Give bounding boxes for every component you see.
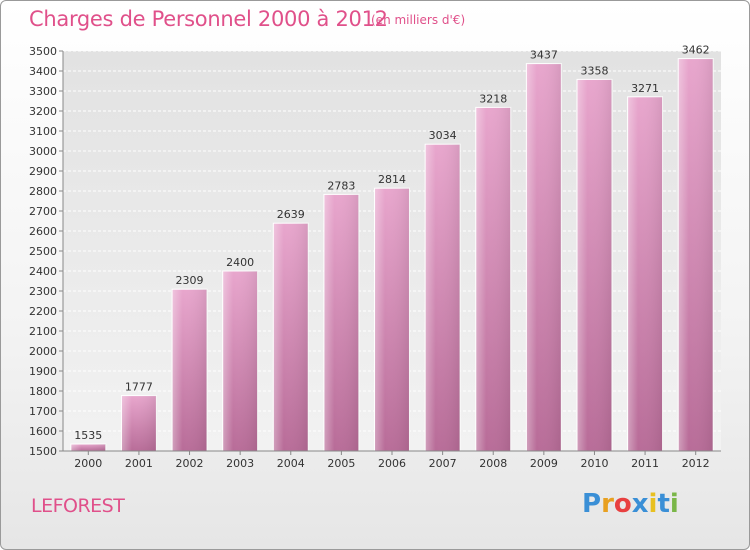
y-tick-label: 3100 <box>29 125 57 138</box>
y-tick-label: 2300 <box>29 285 57 298</box>
commune-name: LEFOREST <box>31 495 125 517</box>
bar-value-label: 2400 <box>226 256 254 269</box>
x-tick-label: 2002 <box>176 457 204 470</box>
bar-shading <box>475 107 511 452</box>
bar-value-label: 1535 <box>74 429 102 442</box>
y-tick-label: 1900 <box>29 365 57 378</box>
bar-shading <box>172 289 208 451</box>
y-tick-label: 3300 <box>29 85 57 98</box>
logo-letter: P <box>582 489 602 519</box>
y-tick-label: 2900 <box>29 165 57 178</box>
bar-value-label: 2783 <box>327 179 355 192</box>
bar-value-label: 2639 <box>277 208 305 221</box>
y-tick-label: 1700 <box>29 405 57 418</box>
bar-shading <box>425 144 461 451</box>
bar-value-label: 3437 <box>530 49 558 62</box>
bar-shading <box>526 63 562 451</box>
x-tick-label: 2008 <box>479 457 507 470</box>
y-tick-label: 2100 <box>29 325 57 338</box>
x-tick-label: 2011 <box>631 457 659 470</box>
y-tick-label: 2500 <box>29 245 57 258</box>
x-tick-label: 2001 <box>125 457 153 470</box>
y-tick-label: 3400 <box>29 65 57 78</box>
bar-value-label: 3271 <box>631 82 659 95</box>
logo-letter: i <box>669 489 679 519</box>
x-tick-label: 2004 <box>277 457 305 470</box>
bar-value-label: 3034 <box>429 129 457 142</box>
x-tick-label: 2006 <box>378 457 406 470</box>
y-tick-label: 2700 <box>29 205 57 218</box>
bar-shading <box>627 96 663 452</box>
y-tick-label: 3200 <box>29 105 57 118</box>
y-tick-label: 2800 <box>29 185 57 198</box>
x-tick-label: 2009 <box>530 457 558 470</box>
logo-letter: x <box>631 489 649 519</box>
proxiti-logo: Proxiti <box>582 489 679 519</box>
bar-shading <box>576 79 612 452</box>
y-tick-label: 1500 <box>29 445 57 458</box>
bar-value-label: 3462 <box>682 44 710 57</box>
chart-subtitle: (en milliers d'€) <box>371 13 466 27</box>
bar-value-label: 3218 <box>479 92 507 105</box>
bar-shading <box>273 223 309 451</box>
x-tick-label: 2003 <box>226 457 254 470</box>
bar-shading <box>678 58 714 451</box>
bar-shading <box>222 271 258 451</box>
x-tick-label: 2005 <box>327 457 355 470</box>
logo-letter: t <box>657 489 670 519</box>
logo-letter: i <box>648 489 658 519</box>
y-tick-label: 2400 <box>29 265 57 278</box>
x-tick-label: 2007 <box>429 457 457 470</box>
y-tick-label: 3000 <box>29 145 57 158</box>
bar-shading <box>121 395 157 451</box>
y-tick-label: 2000 <box>29 345 57 358</box>
bar-value-label: 3358 <box>580 64 608 77</box>
y-tick-label: 2600 <box>29 225 57 238</box>
bar-value-label: 2309 <box>176 274 204 287</box>
bar-value-label: 1777 <box>125 381 153 394</box>
y-tick-label: 1600 <box>29 425 57 438</box>
logo-letter: r <box>601 489 614 519</box>
logo-letter: o <box>613 489 632 519</box>
x-tick-label: 2010 <box>580 457 608 470</box>
bar-value-label: 2814 <box>378 173 406 186</box>
bar-shading <box>374 188 410 451</box>
y-tick-label: 3500 <box>29 45 57 58</box>
chart-title: Charges de Personnel 2000 à 2012 <box>29 7 388 31</box>
x-tick-label: 2000 <box>74 457 102 470</box>
x-tick-label: 2012 <box>682 457 710 470</box>
y-tick-label: 2200 <box>29 305 57 318</box>
bar-shading <box>323 194 359 451</box>
y-tick-label: 1800 <box>29 385 57 398</box>
bar-shading <box>70 444 106 451</box>
